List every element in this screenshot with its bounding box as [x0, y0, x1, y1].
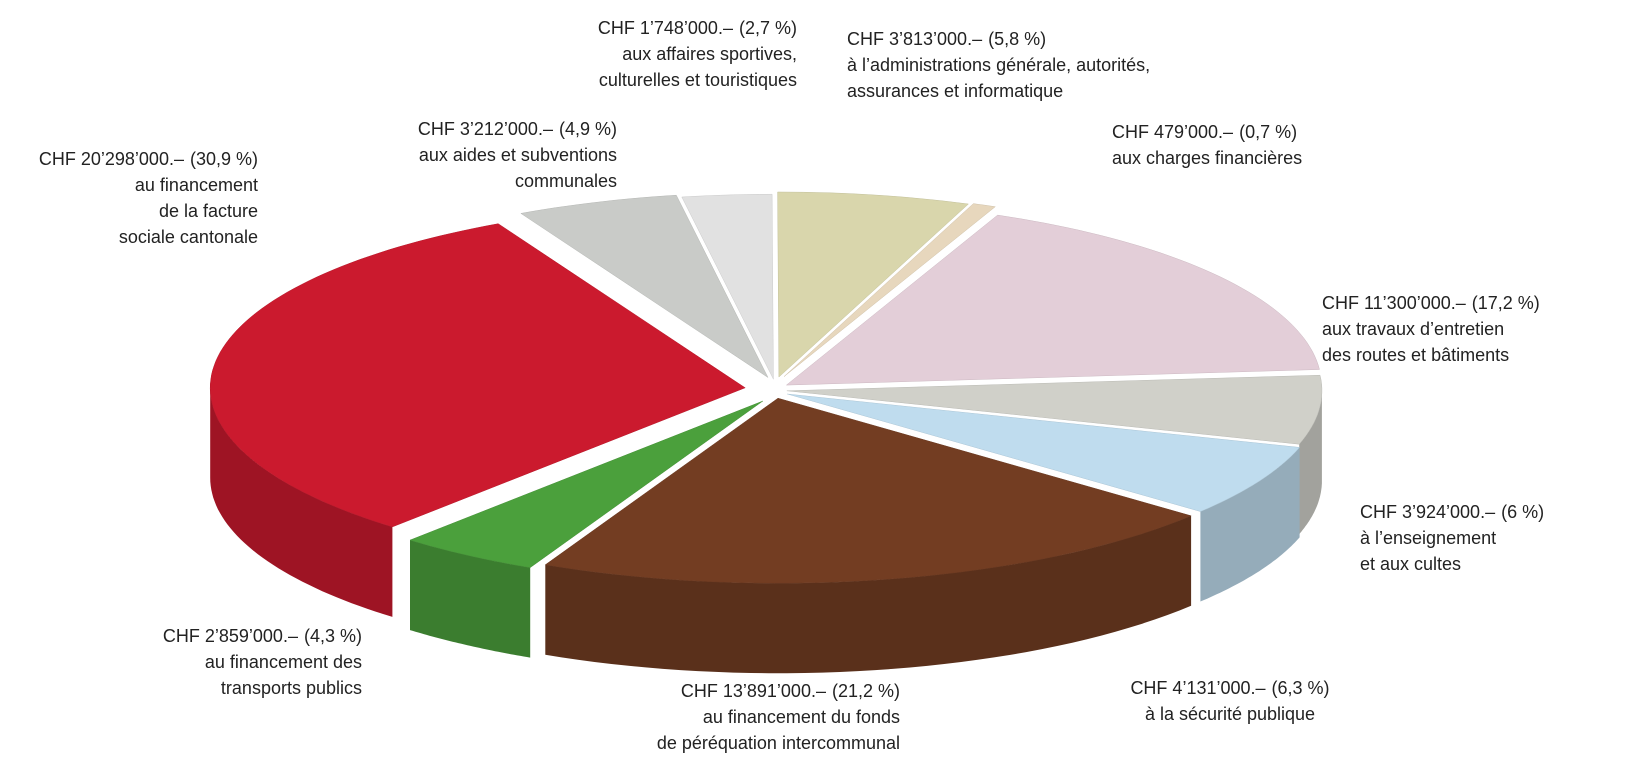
amount-label: CHF 11’300’000.–	[1322, 293, 1466, 313]
slice-label: CHF 13’891’000.– (21,2 %)	[681, 681, 900, 701]
category-label: aux affaires sportives,	[622, 44, 797, 64]
category-label: à la sécurité publique	[1145, 704, 1315, 724]
percent-label: (30,9 %)	[190, 149, 258, 169]
category-label: sociale cantonale	[119, 227, 258, 247]
category-label: aux aides et subventions	[419, 145, 617, 165]
percent-label: (2,7 %)	[739, 18, 797, 38]
category-label: à l’administrations générale, autorités,	[847, 55, 1150, 75]
amount-label: CHF 1’748’000.–	[598, 18, 733, 38]
slice-label: CHF 479’000.– (0,7 %)	[1112, 122, 1297, 142]
category-label: assurances et informatique	[847, 81, 1063, 101]
amount-label: CHF 3’813’000.–	[847, 29, 982, 49]
percent-label: (4,3 %)	[304, 626, 362, 646]
slice-label: CHF 3’813’000.– (5,8 %)	[847, 29, 1046, 49]
amount-label: CHF 4’131’000.–	[1130, 678, 1265, 698]
category-label: et aux cultes	[1360, 554, 1461, 574]
percent-label: (21,2 %)	[832, 681, 900, 701]
percent-label: (6,3 %)	[1272, 678, 1330, 698]
slice-label: CHF 1’748’000.– (2,7 %)	[598, 18, 797, 38]
category-label: transports publics	[221, 678, 362, 698]
percent-label: (17,2 %)	[1472, 293, 1540, 313]
percent-label: (0,7 %)	[1239, 122, 1297, 142]
slice-label: CHF 3’924’000.– (6 %)	[1360, 502, 1544, 522]
percent-label: (5,8 %)	[988, 29, 1046, 49]
slice-label: CHF 4’131’000.– (6,3 %)	[1130, 678, 1329, 698]
slice-label: CHF 2’859’000.– (4,3 %)	[163, 626, 362, 646]
amount-label: CHF 13’891’000.–	[681, 681, 826, 701]
category-label: au financement des	[205, 652, 362, 672]
amount-label: CHF 20’298’000.–	[39, 149, 184, 169]
amount-label: CHF 3’212’000.–	[418, 119, 553, 139]
category-label: à l’enseignement	[1360, 528, 1496, 548]
category-label: au financement	[135, 175, 258, 195]
percent-label: (4,9 %)	[559, 119, 617, 139]
amount-label: CHF 3’924’000.–	[1360, 502, 1495, 522]
category-label: de péréquation intercommunal	[657, 733, 900, 753]
slice-label: CHF 20’298’000.– (30,9 %)	[39, 149, 258, 169]
slice-label: CHF 3’212’000.– (4,9 %)	[418, 119, 617, 139]
category-label: aux travaux d’entretien	[1322, 319, 1504, 339]
amount-label: CHF 2’859’000.–	[163, 626, 298, 646]
slice-label: CHF 11’300’000.– (17,2 %)	[1322, 293, 1540, 313]
category-label: communales	[515, 171, 617, 191]
category-label: de la facture	[159, 201, 258, 221]
category-label: aux charges financières	[1112, 148, 1302, 168]
chart: CHF 3’212’000.– (4,9 %) aux aides et subve…	[0, 0, 1634, 782]
amount-label: CHF 479’000.–	[1112, 122, 1233, 142]
percent-label: (6 %)	[1501, 502, 1544, 522]
category-label: culturelles et touristiques	[599, 70, 797, 90]
category-label: des routes et bâtiments	[1322, 345, 1509, 365]
category-label: au financement du fonds	[703, 707, 900, 727]
